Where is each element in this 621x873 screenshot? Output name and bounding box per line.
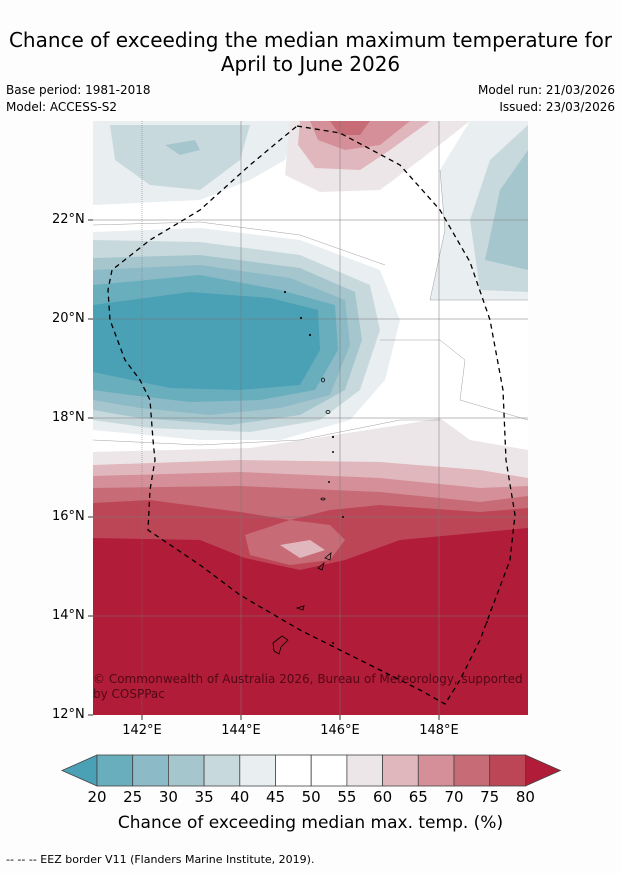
reef-east-2 xyxy=(485,621,488,624)
base-period: Base period: 1981-2018 xyxy=(6,83,151,97)
asuncion-island xyxy=(308,333,312,337)
lat-label-20n: 20°N xyxy=(52,311,85,326)
lat-label-14n: 14°N xyxy=(52,608,85,623)
lat-label-22n: 22°N xyxy=(52,212,85,227)
colorbar-segment xyxy=(417,754,455,787)
farallon-island xyxy=(283,290,287,294)
axis-ticks xyxy=(88,219,440,720)
colorbar-segment xyxy=(167,754,205,787)
map-title-line2: April to June 2026 xyxy=(220,52,401,76)
zone-30-35-east xyxy=(485,150,528,270)
colorbar-tick-label: 20 xyxy=(87,788,107,806)
saipan-island xyxy=(324,552,332,561)
lat-label-18n: 18°N xyxy=(52,410,85,425)
guam-island xyxy=(272,635,289,655)
lat-label-16n: 16°N xyxy=(52,509,85,524)
colorbar-segment xyxy=(132,754,169,787)
colorbar-segment xyxy=(275,754,312,787)
rota-island xyxy=(295,605,305,611)
copyright-credit: © Commonwealth of Australia 2026, Bureau… xyxy=(93,672,523,701)
eez-legend-footer: -- -- -- EEZ border V11 (Flanders Marine… xyxy=(6,853,315,866)
colorbar-tick-label: 80 xyxy=(515,788,535,806)
maug-island xyxy=(299,316,303,320)
map-title-line1: Chance of exceeding the median maximum t… xyxy=(8,28,613,52)
colorbar-tick-label: 40 xyxy=(230,788,250,806)
colorbar-segment xyxy=(310,754,348,787)
colorbar-tick-label: 30 xyxy=(158,788,178,806)
zone-above-80-south xyxy=(93,528,528,715)
tinian-island xyxy=(317,561,325,571)
eez-border xyxy=(107,125,516,705)
contour-lines xyxy=(93,169,528,446)
probability-map xyxy=(93,121,528,715)
colorbar xyxy=(61,754,562,787)
colorbar-segment xyxy=(346,754,383,787)
zone-60-65-patch xyxy=(280,540,325,558)
colorbar-segment xyxy=(203,754,241,787)
issued-date: Issued: 23/03/2026 xyxy=(499,100,615,114)
medinilla-island xyxy=(341,516,344,519)
colorbar-tick-label: 55 xyxy=(337,788,357,806)
zone-65-70-ne xyxy=(310,121,410,150)
colorbar-tick-label: 70 xyxy=(444,788,464,806)
zone-30-35-north xyxy=(165,140,200,155)
colorbar-tick-label: 50 xyxy=(301,788,321,806)
lon-label-148e: 148°E xyxy=(419,723,459,738)
colorbar-segment xyxy=(453,754,491,787)
pagan-island xyxy=(321,377,325,383)
anatahan-island xyxy=(320,497,326,501)
sarigan-island xyxy=(327,480,330,483)
zone-below-20-west xyxy=(93,292,320,390)
guguan-island xyxy=(331,450,334,453)
colorbar-extend-low xyxy=(61,754,98,787)
colorbar-segment xyxy=(239,754,276,787)
colorbar-segment xyxy=(96,754,134,787)
lon-label-142e: 142°E xyxy=(122,723,162,738)
colorbar-tick-label: 60 xyxy=(373,788,393,806)
colorbar-label: Chance of exceeding median max. temp. (%… xyxy=(117,813,504,833)
colorbar-tick-label: 25 xyxy=(123,788,143,806)
lat-label-12n: 12°N xyxy=(52,707,85,722)
model-name: Model: ACCESS-S2 xyxy=(6,100,118,114)
colorbar-tick-label: 75 xyxy=(480,788,500,806)
model-run: Model run: 21/03/2026 xyxy=(477,83,615,97)
graticule xyxy=(93,121,528,715)
zone-35-40-north xyxy=(110,125,250,190)
colorbar-segment xyxy=(489,754,526,787)
colorbar-tick-label: 45 xyxy=(265,788,286,806)
lon-label-144e: 144°E xyxy=(221,723,261,738)
lon-label-146e: 146°E xyxy=(320,723,360,738)
alamagan-island xyxy=(331,435,335,439)
agrihan-island xyxy=(325,410,331,414)
colorbar-tick-label: 65 xyxy=(408,788,428,806)
colorbar-extend-high xyxy=(525,754,562,787)
colorbar-segment xyxy=(382,754,419,787)
colorbar-tick-label: 35 xyxy=(194,788,214,806)
galvez-bank xyxy=(331,642,334,645)
